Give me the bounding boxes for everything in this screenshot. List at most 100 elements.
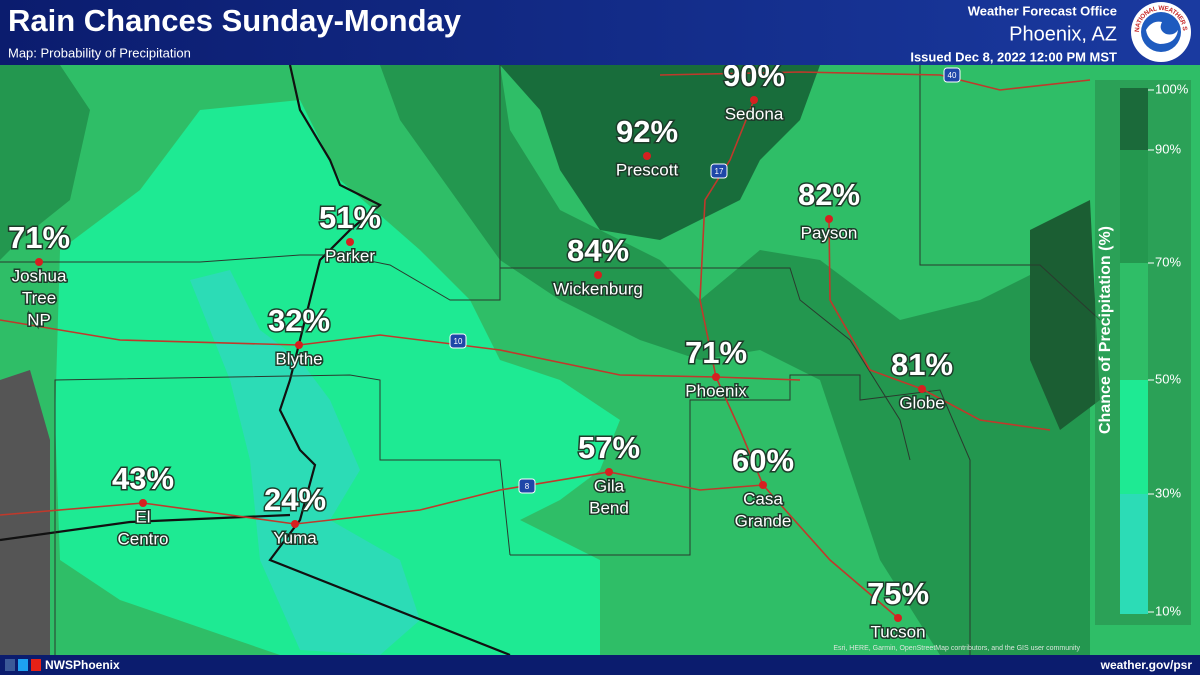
title: Rain Chances Sunday-Monday — [8, 3, 462, 38]
city: 32% Blythe — [266, 302, 331, 370]
shield — [710, 163, 728, 179]
city-name: Blythe — [275, 349, 322, 368]
city-name: Yuma — [273, 528, 317, 547]
state-border — [268, 64, 511, 657]
city: 71% Phoenix — [683, 334, 748, 402]
city: 71% Joshua Tree NP — [6, 219, 71, 331]
city-name: Globe — [899, 393, 944, 412]
zone-10-30 — [190, 270, 420, 655]
legend-band — [1120, 150, 1148, 263]
legend-tick-label: 10% — [1155, 603, 1181, 618]
road-i8 — [0, 471, 764, 525]
city: 81% Globe — [889, 346, 954, 414]
zone-dark-east — [1030, 200, 1100, 430]
city-name: Tucson — [870, 622, 925, 641]
shield-number: 10 — [454, 337, 463, 346]
county-line — [510, 374, 971, 655]
city-name: Phoenix — [685, 381, 747, 400]
city: 92% Prescott — [614, 113, 680, 181]
shield-number: 8 — [525, 482, 530, 491]
office: Weather Forecast Office — [968, 3, 1117, 18]
city-dot — [139, 499, 147, 507]
shield — [518, 478, 536, 494]
county-line — [54, 374, 511, 655]
road-i10 — [0, 319, 801, 381]
legend-band — [1120, 494, 1148, 614]
icon-youtube — [31, 659, 41, 671]
legend-tick-label: 90% — [1155, 141, 1181, 156]
city-dot — [750, 96, 758, 104]
city-name: Grande — [735, 511, 792, 530]
legend-tick-label: 70% — [1155, 254, 1181, 269]
icon-facebook — [5, 659, 15, 671]
road-i40 — [659, 71, 1091, 91]
city-name: Bend — [589, 498, 629, 517]
footer-bar — [0, 655, 1200, 675]
city-pop: 75% — [867, 576, 929, 611]
city-name: El — [135, 507, 150, 526]
city-pop: 57% — [578, 430, 640, 465]
city: 51% Parker — [317, 199, 382, 267]
city: 90%Sedona — [721, 57, 786, 125]
shield-number: 40 — [948, 71, 957, 80]
city-name: Wickenburg — [553, 279, 643, 298]
city-pop: 51% — [319, 200, 381, 235]
city-pop: 92% — [616, 114, 678, 149]
cities: 90%Sedona 92% Prescott 82% Payson 51% Parker 71… — [6, 57, 954, 643]
city-dot — [712, 373, 720, 381]
mexico-border — [0, 513, 291, 542]
shield — [943, 67, 961, 83]
city: 57% Gila Bend — [576, 429, 641, 519]
zone-30-50 — [55, 100, 620, 655]
legend: Chance of Precipitation (%) 100% 90% 70% 50… — [1095, 80, 1191, 625]
icon-twitter — [18, 659, 28, 671]
county-line — [919, 65, 1101, 321]
city-pop: 84% — [567, 233, 629, 268]
subtitle: Map: Probability of Precipitation — [8, 45, 191, 60]
city-dot — [643, 152, 651, 160]
city-dot — [35, 258, 43, 266]
city-pop: 60% — [732, 443, 794, 478]
attribution: Esri, HERE, Garmin, OpenStreetMap contri… — [833, 645, 1080, 652]
header-bar — [0, 0, 1200, 65]
city-pop: 82% — [798, 177, 860, 212]
city-name: Gila — [594, 476, 625, 495]
city-name: Joshua — [12, 266, 67, 285]
legend-tick-label: 30% — [1155, 485, 1181, 500]
road-hwy — [828, 218, 1051, 431]
city: 75% Tucson — [865, 575, 930, 643]
city: 60% Casa Grande — [730, 442, 795, 532]
city: 84% Wickenburg — [552, 232, 645, 300]
city-dot — [605, 468, 613, 476]
zone-70-90 — [380, 65, 1090, 655]
legend-tick-label: 100% — [1155, 81, 1189, 96]
legend-band — [1120, 380, 1148, 494]
city-pop: 32% — [268, 303, 330, 338]
city-pop: 71% — [685, 335, 747, 370]
city-name: Payson — [801, 223, 858, 242]
map — [0, 64, 1200, 657]
city-name: Casa — [743, 489, 783, 508]
footer-url: weather.gov/psr — [1100, 658, 1193, 672]
shield — [449, 333, 467, 349]
city-pop: 24% — [264, 482, 326, 517]
city-dot — [825, 215, 833, 223]
county-line — [500, 267, 911, 461]
city-name: Centro — [117, 529, 168, 548]
city-dot — [918, 385, 926, 393]
issued: Issued Dec 8, 2022 12:00 PM MST — [910, 49, 1117, 64]
legend-title: Chance of Precipitation (%) — [1097, 226, 1114, 434]
city-name: Tree — [22, 288, 56, 307]
footer-handle: NWSPhoenix — [45, 658, 120, 672]
city-name: NP — [27, 310, 51, 329]
county-line — [0, 65, 501, 301]
city: 82% Payson — [796, 176, 861, 244]
city-dot — [295, 341, 303, 349]
city-dot — [594, 271, 602, 279]
city-pop: 43% — [112, 461, 174, 496]
city-name: Prescott — [616, 160, 679, 179]
city-name: Sedona — [725, 104, 784, 123]
city-dot — [759, 481, 767, 489]
road-i17 — [699, 99, 755, 378]
